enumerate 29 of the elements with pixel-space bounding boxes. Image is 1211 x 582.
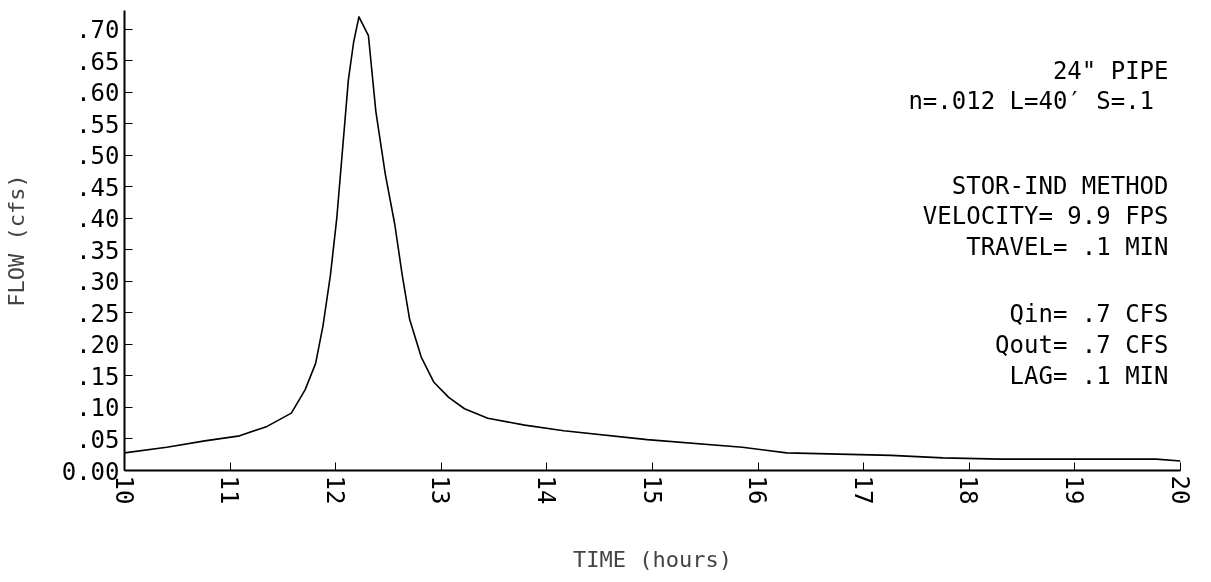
y-tick-label: .40	[76, 205, 120, 234]
annotation: Qin= .7 CFS Qout= .7 CFS LAG= .1 MIN	[995, 300, 1169, 390]
annotation: 24" PIPE n=.012 L=40′ S=.1	[908, 56, 1169, 116]
x-tick-label: 12	[320, 475, 349, 505]
y-tick-label: .25	[76, 299, 120, 328]
y-tick-label: .30	[76, 268, 120, 297]
annotation: STOR-IND METHOD VELOCITY= 9.9 FPS TRAVEL= .1 MIN	[922, 171, 1169, 262]
x-tick-label: 11	[215, 475, 244, 505]
x-tick-label: 20	[1165, 475, 1194, 505]
y-tick-label: .15	[76, 362, 120, 391]
x-tick-label: 17	[848, 475, 877, 505]
x-tick-label: 14	[531, 475, 560, 505]
y-tick-label: .05	[76, 425, 120, 454]
x-tick-label: 13	[426, 475, 455, 505]
y-tick-label: .65	[76, 47, 120, 76]
x-axis-title: TIME (hours)	[573, 547, 732, 573]
x-tick-label: 19	[1059, 475, 1088, 505]
y-tick-label: .70	[76, 16, 120, 45]
y-tick-label: .60	[76, 79, 120, 108]
y-tick-label: .35	[76, 236, 120, 265]
x-tick-label: 15	[637, 475, 666, 505]
y-tick-label: .20	[76, 331, 120, 360]
y-axis-title: FLOW (cfs)	[3, 174, 29, 307]
x-tick-label: 16	[743, 475, 772, 505]
y-tick-label: .55	[76, 110, 120, 139]
y-tick-label: .45	[76, 173, 120, 202]
y-tick-label: .50	[76, 142, 120, 171]
x-tick-label: 18	[954, 475, 983, 505]
y-tick-label: .10	[76, 394, 120, 423]
